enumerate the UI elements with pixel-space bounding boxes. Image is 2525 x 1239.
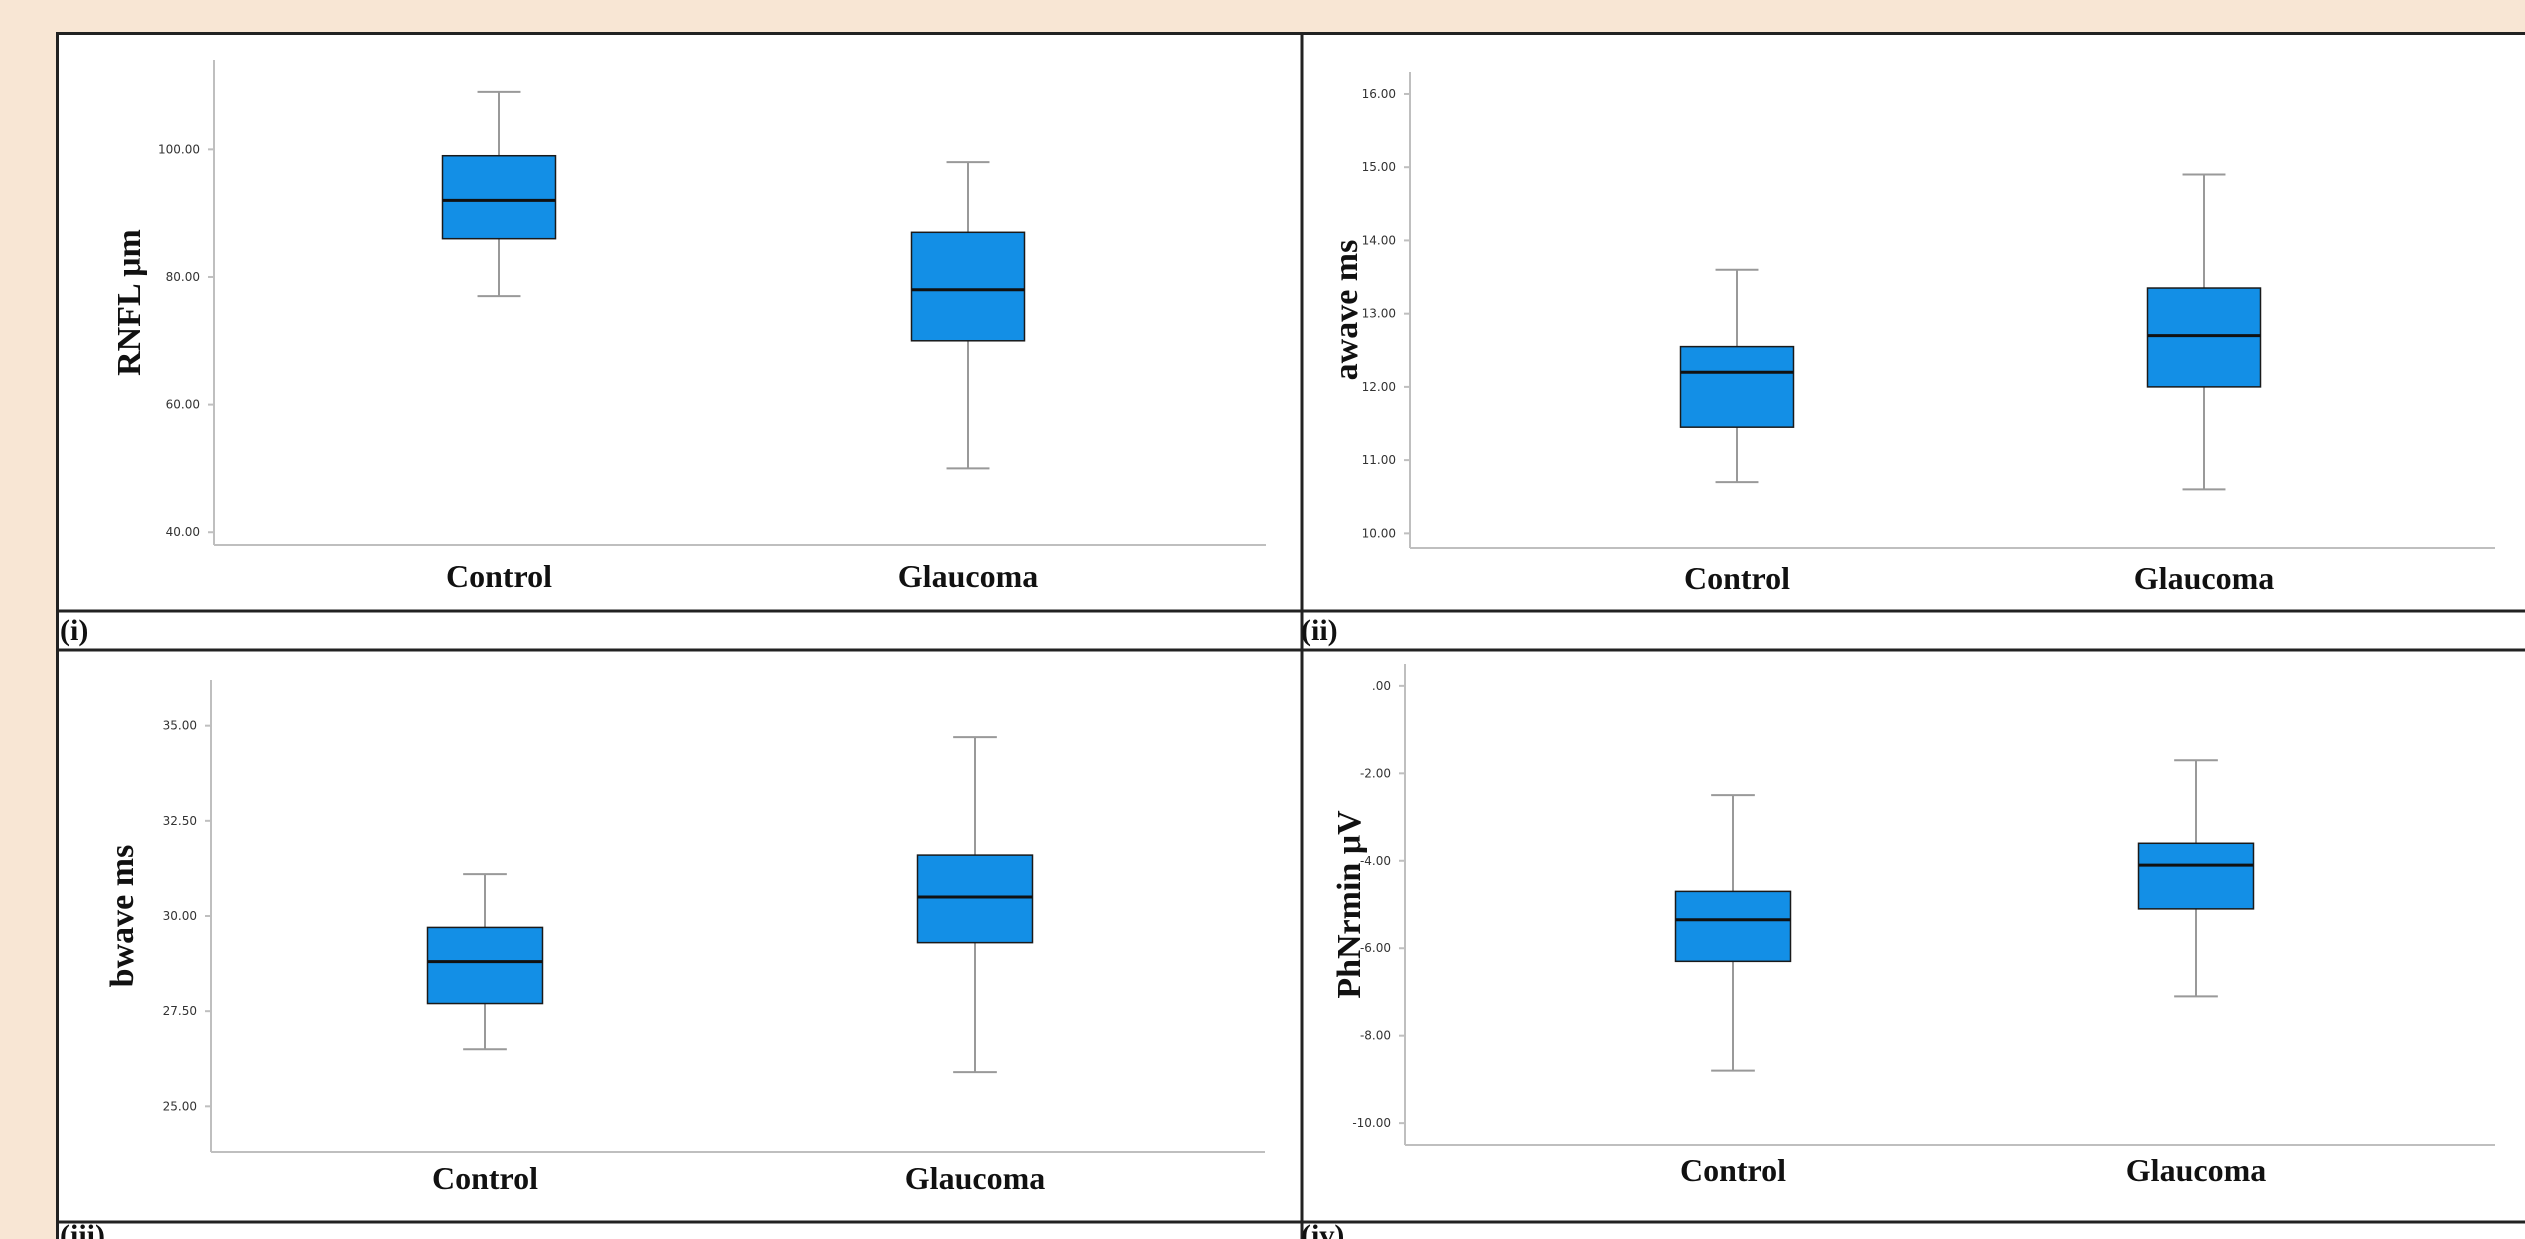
y-tick-label: -8.00 <box>1360 1029 1391 1043</box>
category-label: Glaucoma <box>2134 560 2274 596</box>
y-tick-label: 11.00 <box>1362 453 1396 467</box>
category-label: Control <box>432 1160 538 1196</box>
panel-label: (iv) <box>1301 1219 1344 1239</box>
y-tick-label: -10.00 <box>1352 1116 1391 1130</box>
y-tick-label: 40.00 <box>166 525 200 539</box>
y-tick-label: 100.00 <box>158 142 200 156</box>
y-tick-label: -4.00 <box>1360 854 1391 868</box>
y-axis-label: PhNrmin μV <box>1331 810 1368 999</box>
iqr-box <box>2137 842 2255 910</box>
y-axis-label: bwave ms <box>104 845 141 988</box>
category-label: Glaucoma <box>905 1160 1045 1196</box>
y-tick-label: 15.00 <box>1362 160 1396 174</box>
category-label: Glaucoma <box>2126 1152 2266 1188</box>
y-tick-label: 30.00 <box>163 909 197 923</box>
y-axis-label: RNFL μm <box>111 229 148 376</box>
y-tick-label: 80.00 <box>166 270 200 284</box>
y-tick-label: 32.50 <box>163 814 197 828</box>
iqr-box <box>426 926 544 1005</box>
box-glaucoma <box>2137 759 2255 998</box>
category-label: Control <box>1680 1152 1786 1188</box>
iqr-box <box>910 231 1026 342</box>
y-tick-label: 60.00 <box>166 398 200 412</box>
box-control <box>426 873 544 1051</box>
box-glaucoma <box>910 161 1026 470</box>
box-control <box>441 90 557 298</box>
y-tick-label: 25.00 <box>163 1099 197 1113</box>
box-glaucoma <box>916 736 1034 1074</box>
y-tick-label: 12.00 <box>1362 380 1396 394</box>
y-tick-label: 27.50 <box>163 1004 197 1018</box>
y-tick-label: -2.00 <box>1360 766 1391 780</box>
y-tick-label: -6.00 <box>1360 941 1391 955</box>
box-glaucoma <box>2146 173 2262 491</box>
panel-label: (ii) <box>1301 614 1338 647</box>
y-tick-label: 10.00 <box>1362 526 1396 540</box>
iqr-box <box>916 854 1034 944</box>
y-axis-label: awave ms <box>1328 240 1365 381</box>
y-tick-label: 16.00 <box>1362 87 1396 101</box>
y-tick-label: .00 <box>1372 679 1391 693</box>
iqr-box <box>2146 287 2262 388</box>
iqr-box <box>1674 890 1792 963</box>
box-control <box>1674 794 1792 1072</box>
category-label: Control <box>446 558 552 594</box>
chart-panel-4: -10.00 -8.00 -6.00 -4.00 -2.00 .00 PhNrmin μV C… <box>1301 664 2495 1239</box>
iqr-box <box>1679 345 1795 428</box>
panel-label: (iii) <box>60 1219 105 1239</box>
panel-label: (i) <box>60 614 88 647</box>
y-tick-label: 35.00 <box>163 719 197 733</box>
y-tick-label: 13.00 <box>1362 307 1396 321</box>
iqr-box <box>441 154 557 240</box>
chart-panel-1: 40.00 60.00 80.00 100.00 RNFL μm Control Glauc… <box>60 60 1266 647</box>
category-label: Glaucoma <box>898 558 1038 594</box>
chart-panel-3: 25.00 27.50 30.00 32.50 35.00 bwave ms Control… <box>60 680 1265 1239</box>
y-tick-label: 14.00 <box>1362 233 1396 247</box>
box-control <box>1679 268 1795 484</box>
category-label: Control <box>1684 560 1790 596</box>
chart-panel-2: 10.00 11.00 12.00 13.00 14.00 15.00 16.00 awave… <box>1301 72 2495 647</box>
